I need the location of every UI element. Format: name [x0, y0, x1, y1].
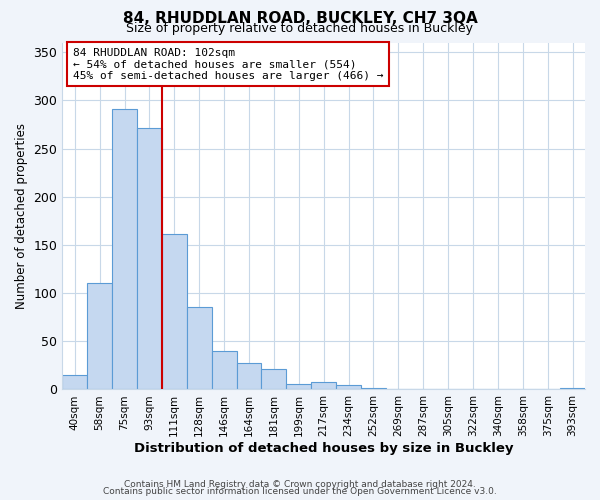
Bar	[87, 284, 112, 390]
Text: 84 RHUDDLAN ROAD: 102sqm
← 54% of detached houses are smaller (554)
45% of semi-: 84 RHUDDLAN ROAD: 102sqm ← 54% of detach…	[73, 48, 383, 81]
Bar	[112, 109, 137, 390]
Bar	[286, 384, 311, 390]
Bar	[137, 128, 162, 390]
Bar	[262, 369, 286, 390]
Text: 84, RHUDDLAN ROAD, BUCKLEY, CH7 3QA: 84, RHUDDLAN ROAD, BUCKLEY, CH7 3QA	[122, 11, 478, 26]
Bar	[62, 375, 87, 390]
Bar	[560, 388, 585, 390]
Text: Contains HM Land Registry data © Crown copyright and database right 2024.: Contains HM Land Registry data © Crown c…	[124, 480, 476, 489]
Bar	[187, 306, 212, 390]
Y-axis label: Number of detached properties: Number of detached properties	[15, 123, 28, 309]
Text: Size of property relative to detached houses in Buckley: Size of property relative to detached ho…	[127, 22, 473, 35]
Bar	[236, 364, 262, 390]
Bar	[361, 388, 386, 390]
Bar	[212, 351, 236, 390]
Text: Contains public sector information licensed under the Open Government Licence v3: Contains public sector information licen…	[103, 487, 497, 496]
Bar	[162, 234, 187, 390]
Bar	[336, 384, 361, 390]
X-axis label: Distribution of detached houses by size in Buckley: Distribution of detached houses by size …	[134, 442, 514, 455]
Bar	[311, 382, 336, 390]
